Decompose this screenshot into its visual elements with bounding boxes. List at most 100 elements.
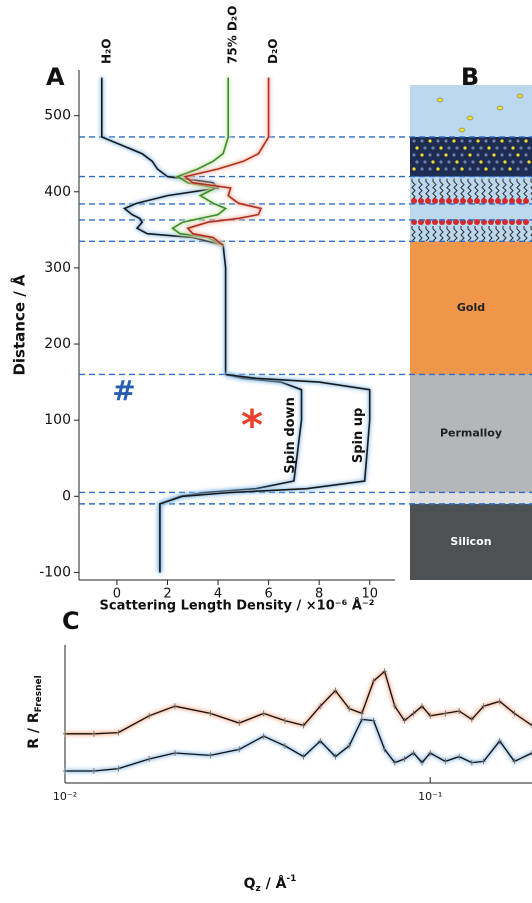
protein-dot [460, 153, 464, 157]
sld-profile [159, 373, 303, 573]
molecule [436, 97, 444, 103]
lipid-tail [495, 225, 500, 242]
data-point [318, 738, 323, 744]
protein-dot [471, 146, 475, 150]
series-label: D₂O [266, 39, 280, 64]
lipid-tail [481, 225, 486, 242]
lipid-tail [460, 178, 465, 200]
protein-dot [423, 160, 427, 164]
data-point [333, 753, 338, 760]
y-tick-label: 500 [44, 108, 71, 124]
panel-label: C [62, 607, 80, 635]
protein-dot [412, 139, 416, 143]
data-point [392, 759, 397, 766]
data-point [411, 750, 416, 756]
protein-dot [460, 139, 464, 143]
protein-layer [410, 136, 532, 177]
protein-dot [508, 139, 512, 143]
x-axis-label: Scattering Length Density / ×10⁻⁶ Å⁻² [100, 598, 375, 614]
data-point [301, 722, 306, 729]
protein-dot [420, 139, 424, 143]
protein-dot [463, 160, 467, 164]
x-tick-label: 10⁻² [53, 790, 77, 803]
x-tick-label: 4 [214, 587, 222, 602]
panel-label: A [46, 63, 65, 91]
protein-dot [447, 146, 451, 150]
lipid-tail [481, 178, 486, 200]
data-point [116, 765, 121, 772]
x-label-sub: z [255, 884, 260, 894]
protein-dot [436, 167, 440, 171]
protein-dot [511, 146, 515, 150]
protein-dot [439, 146, 443, 150]
protein-dot [479, 160, 483, 164]
lipid-head [474, 218, 480, 225]
lipid-tail [467, 178, 472, 200]
protein-dot [524, 139, 528, 143]
lipid-head [411, 197, 417, 204]
x-label-sup: -1 [286, 874, 296, 884]
lipid-tail [509, 225, 514, 242]
lipid-head [488, 197, 494, 204]
lipid-tail [432, 178, 437, 200]
protein-dot [455, 146, 459, 150]
lipid-tail [439, 225, 444, 242]
y-tick-label: 200 [44, 336, 71, 352]
protein-dot [420, 153, 424, 157]
lipid-tail [411, 178, 416, 200]
protein-dot [503, 146, 507, 150]
data-point [63, 768, 67, 774]
data-point [420, 703, 425, 710]
protein-dot [412, 167, 416, 171]
protein-dot [468, 167, 472, 171]
data-point [208, 752, 213, 759]
oxide-layer [410, 492, 532, 504]
data-point [481, 758, 486, 765]
lipid-tail [488, 178, 493, 200]
protein-dot [516, 167, 520, 171]
protein-dot [519, 146, 523, 150]
data-point [371, 678, 376, 684]
protein-dot [428, 153, 432, 157]
x-axis-label: Qz / Å-1 [244, 874, 297, 894]
series-label: H₂O [99, 39, 113, 65]
data-point [282, 717, 287, 724]
lipid-tail [446, 178, 451, 200]
data-point [392, 703, 397, 710]
protein-dot [527, 146, 531, 150]
lipid-tail [502, 225, 507, 242]
protein-dot [492, 167, 496, 171]
protein-dot [516, 153, 520, 157]
protein-dot [519, 160, 523, 164]
data-point [443, 758, 448, 765]
y-label-sub: Fresnel [34, 675, 44, 712]
protein-dot [463, 146, 467, 150]
lipid-tail [439, 178, 444, 200]
data-point [301, 753, 306, 760]
protein-dot [452, 139, 456, 143]
lipid-head [481, 197, 487, 204]
series-label: Spin down [283, 397, 298, 473]
lipid-head [446, 197, 452, 204]
data-point [402, 717, 407, 724]
data-point [147, 756, 152, 762]
layer-label: Permalloy [440, 426, 502, 439]
protein-dot [527, 160, 531, 164]
x-label-main: Q [244, 876, 256, 892]
data-point [382, 746, 387, 753]
silicon-layer [410, 503, 532, 580]
permalloy-layer [410, 374, 532, 493]
lipid-head [453, 197, 459, 204]
protein-dot [431, 146, 435, 150]
protein-dot [484, 167, 488, 171]
layer-label: Gold [457, 301, 485, 314]
data-point [457, 753, 462, 760]
data-point [469, 759, 474, 766]
molecule [496, 105, 504, 111]
x-tick-label: 0 [113, 587, 121, 602]
lipid-tail [418, 225, 423, 242]
protein-dot [447, 160, 451, 164]
x-tick-label: 8 [315, 587, 323, 602]
data-point [497, 738, 502, 744]
protein-dot [455, 160, 459, 164]
